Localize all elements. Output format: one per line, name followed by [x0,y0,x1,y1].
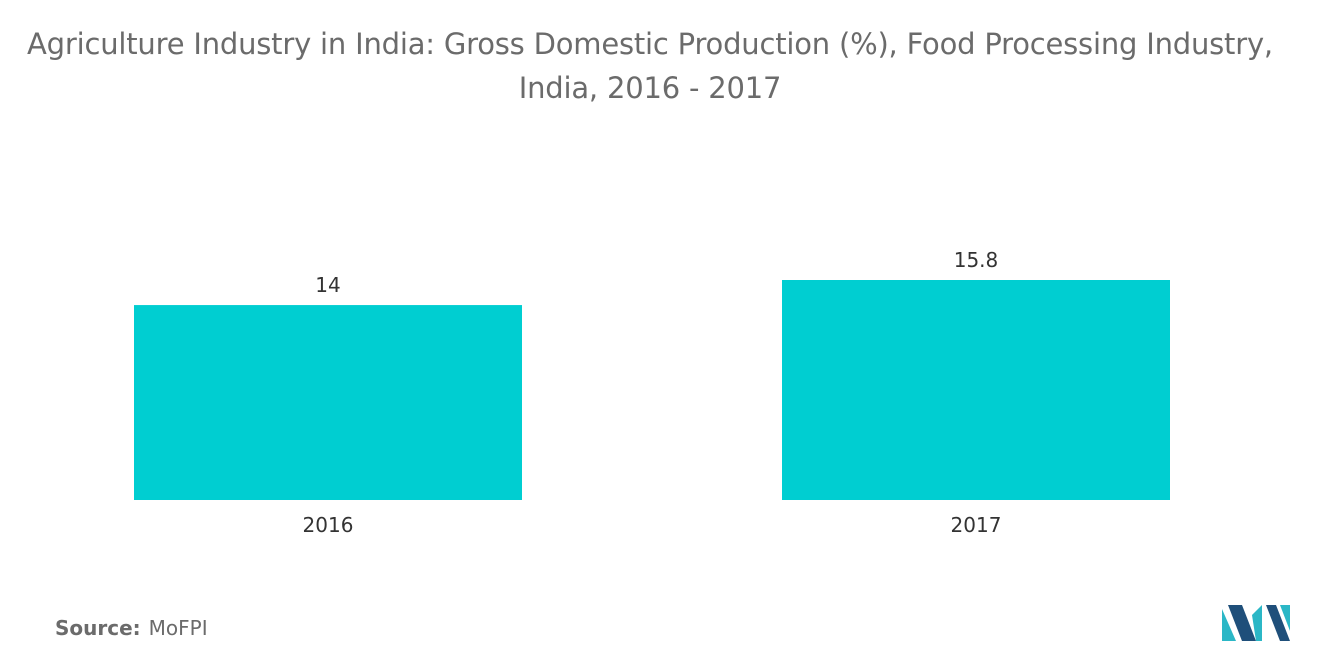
source-label: Source: [55,616,141,640]
source-note: Source: MoFPI [55,616,208,640]
data-label-2016: 14 [315,273,340,297]
x-tick-label-2017: 2017 [951,513,1002,537]
bar-2016 [134,305,522,500]
chart-title: Agriculture Industry in India: Gross Dom… [27,27,1273,105]
logo-shape-mid-b [1252,605,1262,641]
logo-shape-right-a [1266,605,1290,641]
data-label-2017: 15.8 [954,248,999,272]
source-value: MoFPI [148,616,208,640]
logo-shape-left [1222,609,1236,641]
logo-shape-mid-a [1228,605,1256,641]
x-tick-label-2016: 2016 [303,513,354,537]
bar-2017 [782,280,1170,500]
logo-shape-right-b [1280,605,1290,631]
company-logo-icon [1222,605,1290,641]
bar-chart: 14 2016 15.8 2017 [134,248,1170,537]
